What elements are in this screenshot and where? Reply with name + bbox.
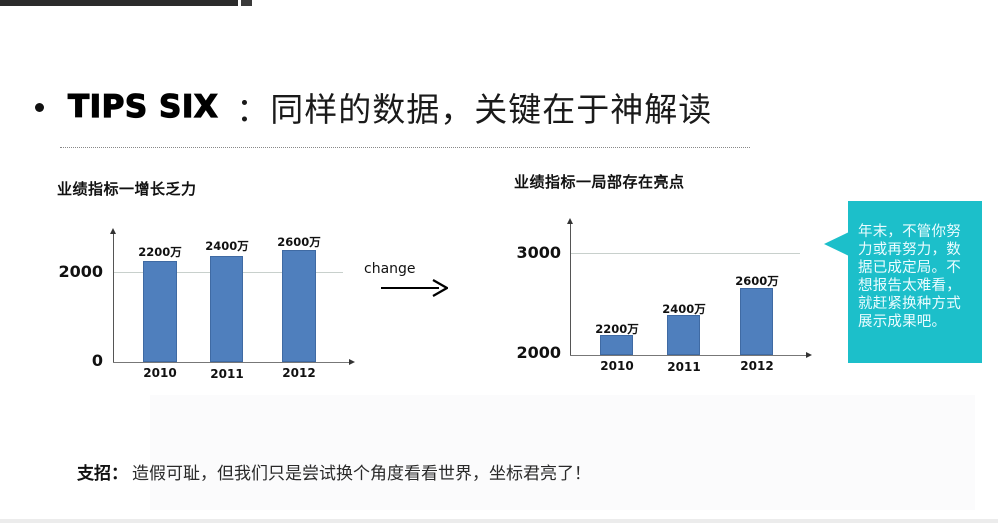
right-bar-2011 xyxy=(667,315,700,355)
slide-title: TIPS SIX ：同样的数据，关键在于神解读 xyxy=(30,84,712,130)
top-dark-bar xyxy=(0,0,238,6)
right-y-axis xyxy=(567,218,573,356)
arrow-shaft xyxy=(381,287,439,289)
right-ytick-3000: 3000 xyxy=(516,243,561,262)
callout-line: 展示成果吧。 xyxy=(858,314,947,330)
right-bar-label-2010: 2200万 xyxy=(595,322,639,336)
left-xtick-2011: 2011 xyxy=(210,367,244,381)
bullet-icon xyxy=(35,102,44,112)
callout-line: 想报告太难看， xyxy=(858,278,961,294)
left-bar-2010 xyxy=(143,261,177,362)
left-bar-label-2012: 2600万 xyxy=(277,235,321,249)
right-gridline-3000 xyxy=(571,253,800,254)
title-prefix: TIPS SIX xyxy=(67,88,219,125)
callout-line: 据已成定局。不 xyxy=(858,260,961,276)
bottom-rule xyxy=(0,519,998,523)
left-x-axis xyxy=(113,359,355,365)
right-bar-label-2012: 2600万 xyxy=(735,274,779,288)
right-xtick-2010: 2010 xyxy=(600,359,634,373)
left-chart-title: 业绩指标一增长乏力 xyxy=(57,180,197,198)
background-panel xyxy=(150,395,975,510)
right-xtick-2012: 2012 xyxy=(740,359,774,373)
left-ytick-0: 0 xyxy=(91,351,103,370)
callout-line: 力或再努力，数 xyxy=(858,242,961,258)
title-text: ：同样的数据，关键在于神解读 xyxy=(236,90,713,129)
left-xtick-2012: 2012 xyxy=(282,366,316,380)
right-bar-2012 xyxy=(740,288,773,355)
footer-label: 支招： xyxy=(77,464,128,484)
change-label: change xyxy=(364,261,416,277)
right-bar-label-2011: 2400万 xyxy=(662,302,706,316)
right-xtick-2011: 2011 xyxy=(667,360,701,374)
left-y-axis xyxy=(110,228,116,363)
callout-pointer xyxy=(824,232,849,256)
left-bar-2012 xyxy=(282,250,316,362)
footer-text: 造假可耻，但我们只是尝试换个角度看看世界，坐标君亮了！ xyxy=(132,464,591,484)
left-xtick-2010: 2010 xyxy=(143,366,177,380)
callout-box: 年末，不管你努 力或再努力，数 据已成定局。不 想报告太难看， 就赶紧换种方式 … xyxy=(848,201,982,363)
left-bar-label-2011: 2400万 xyxy=(205,239,249,253)
left-ytick-2000: 2000 xyxy=(58,262,103,281)
right-chart-title: 业绩指标一局部存在亮点 xyxy=(514,173,685,191)
callout-line: 年末，不管你努 xyxy=(858,224,961,240)
title-divider xyxy=(60,147,750,148)
right-ytick-2000: 2000 xyxy=(516,343,561,362)
left-bar-2011 xyxy=(210,256,243,362)
right-bar-2010 xyxy=(600,335,633,355)
right-x-axis xyxy=(570,352,812,358)
left-bar-label-2010: 2200万 xyxy=(138,245,182,259)
callout-line: 就赶紧换种方式 xyxy=(858,296,961,312)
footer-tip: 支招： 造假可耻，但我们只是尝试换个角度看看世界，坐标君亮了！ xyxy=(77,459,591,484)
top-dark-block xyxy=(241,0,252,6)
